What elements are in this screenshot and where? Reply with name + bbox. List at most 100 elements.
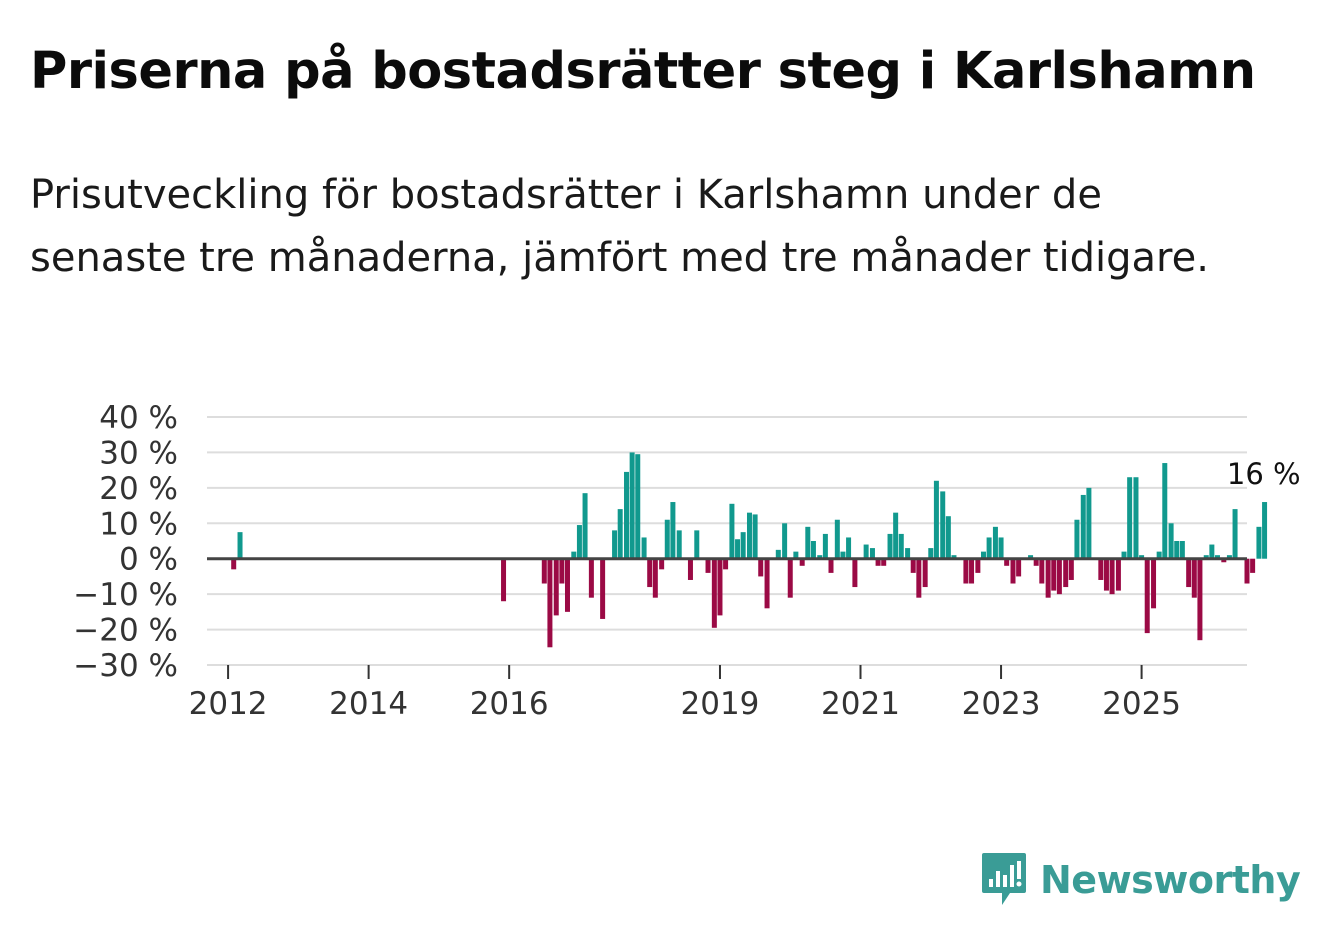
bar	[905, 548, 911, 559]
bar	[810, 541, 816, 559]
bar	[1109, 558, 1115, 595]
bar	[746, 512, 752, 559]
bar	[805, 526, 811, 559]
bar	[963, 558, 969, 584]
bar	[1004, 558, 1010, 566]
bar	[711, 558, 717, 628]
bar	[571, 551, 577, 559]
bar	[998, 537, 1004, 559]
bar	[752, 514, 758, 559]
bar	[624, 471, 630, 559]
bar	[834, 519, 840, 559]
bar	[898, 533, 904, 559]
bar	[869, 548, 875, 559]
bar	[1039, 558, 1045, 584]
bar	[1098, 558, 1104, 580]
bar	[1262, 502, 1268, 559]
bar	[1045, 558, 1051, 598]
x-tick-label: 2012	[189, 686, 268, 722]
bar	[635, 454, 641, 559]
x-tick-label: 2019	[681, 686, 760, 722]
bars	[231, 452, 1268, 648]
bar	[817, 555, 823, 559]
bar	[969, 558, 975, 584]
bar	[933, 480, 939, 559]
bar	[916, 558, 922, 598]
bar	[1080, 494, 1086, 559]
bar	[1221, 558, 1227, 563]
bar	[881, 558, 887, 566]
y-tick-label: 20 %	[99, 471, 178, 507]
bar	[799, 558, 805, 566]
bar	[659, 558, 665, 570]
bar	[1186, 558, 1192, 588]
bar	[787, 558, 793, 598]
bar	[1033, 558, 1039, 566]
bar	[1203, 555, 1209, 559]
bar	[975, 558, 981, 573]
bar	[582, 493, 588, 559]
bar	[694, 530, 700, 559]
bar	[1144, 558, 1150, 634]
bar	[1197, 558, 1203, 641]
y-tick-label: 40 %	[99, 400, 178, 436]
bar	[1051, 558, 1057, 591]
bar	[588, 558, 594, 598]
bar	[576, 525, 582, 559]
bar	[887, 533, 893, 559]
bar	[793, 551, 799, 559]
bar	[863, 544, 869, 559]
bar	[1256, 526, 1262, 559]
bar	[237, 532, 243, 559]
bar	[846, 537, 852, 559]
bar	[1162, 463, 1168, 559]
bar	[231, 558, 237, 570]
bar	[612, 530, 618, 559]
bar	[1209, 544, 1215, 559]
bar	[617, 509, 623, 559]
y-tick-label: 10 %	[99, 506, 178, 542]
bar	[1133, 477, 1139, 559]
bar	[547, 558, 553, 648]
y-tick-label: −20 %	[73, 613, 178, 649]
bar	[922, 558, 928, 588]
bar	[1115, 558, 1121, 591]
bar	[1214, 555, 1220, 559]
bar	[1074, 519, 1080, 559]
bar	[676, 530, 682, 559]
y-tick-label: 0 %	[119, 542, 178, 578]
bar	[629, 452, 635, 559]
bar	[828, 558, 834, 573]
bar	[910, 558, 916, 573]
bar	[652, 558, 658, 598]
bar	[945, 516, 951, 559]
bar	[705, 558, 711, 573]
chart-title: Priserna på bostadsrätter steg i Karlsha…	[30, 42, 1256, 101]
bar	[723, 558, 729, 570]
bar	[1028, 555, 1034, 559]
bar	[564, 558, 570, 612]
bar	[1086, 487, 1092, 559]
brand-name: Newsworthy	[1040, 858, 1301, 902]
bar	[641, 537, 647, 559]
y-tick-label: 30 %	[99, 435, 178, 471]
bar	[717, 558, 723, 616]
bar	[553, 558, 559, 616]
newsworthy-logo: Newsworthy	[980, 848, 1301, 912]
bar	[1016, 558, 1022, 577]
bar	[758, 558, 764, 577]
bar	[940, 491, 946, 559]
bar	[951, 555, 957, 559]
last-value-label: 16 %	[1227, 457, 1301, 491]
bar	[1010, 558, 1016, 584]
bar	[822, 533, 828, 559]
bar	[840, 551, 846, 559]
bar	[980, 551, 986, 559]
bar	[541, 558, 547, 584]
x-tick-label: 2023	[962, 686, 1041, 722]
bar	[1151, 558, 1157, 609]
bar	[559, 558, 565, 584]
bar	[1127, 477, 1133, 559]
axes: 40 %30 %20 %10 %0 %−10 %−20 %−30 % 2012 20…	[73, 400, 1247, 722]
bar	[1063, 558, 1069, 588]
